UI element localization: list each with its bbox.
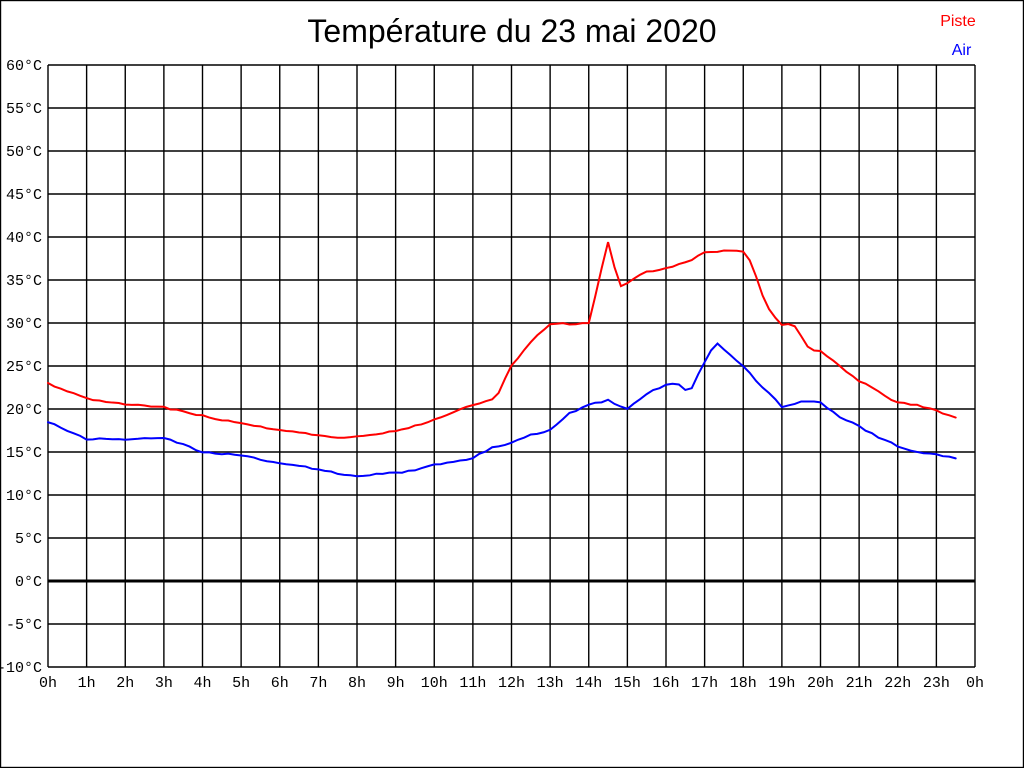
svg-text:9h: 9h [387,675,405,692]
svg-text:6h: 6h [271,675,289,692]
svg-text:40°C: 40°C [6,230,42,247]
svg-text:23h: 23h [923,675,950,692]
svg-text:0h: 0h [966,675,984,692]
svg-text:2h: 2h [116,675,134,692]
svg-text:13h: 13h [537,675,564,692]
svg-text:0°C: 0°C [15,574,42,591]
svg-text:50°C: 50°C [6,144,42,161]
svg-text:8h: 8h [348,675,366,692]
svg-text:11h: 11h [459,675,486,692]
svg-text:45°C: 45°C [6,187,42,204]
svg-text:17h: 17h [691,675,718,692]
svg-text:55°C: 55°C [6,101,42,118]
svg-text:15°C: 15°C [6,445,42,462]
svg-text:0h: 0h [39,675,57,692]
svg-text:16h: 16h [652,675,679,692]
svg-text:1h: 1h [78,675,96,692]
svg-text:3h: 3h [155,675,173,692]
svg-text:4h: 4h [193,675,211,692]
svg-text:14h: 14h [575,675,602,692]
svg-text:18h: 18h [730,675,757,692]
svg-text:10h: 10h [421,675,448,692]
svg-text:-10°C: -10°C [0,660,42,677]
svg-text:35°C: 35°C [6,273,42,290]
svg-text:20h: 20h [807,675,834,692]
svg-text:5h: 5h [232,675,250,692]
svg-text:7h: 7h [309,675,327,692]
svg-text:-5°C: -5°C [6,617,42,634]
svg-text:30°C: 30°C [6,316,42,333]
svg-text:5°C: 5°C [15,531,42,548]
svg-text:10°C: 10°C [6,488,42,505]
svg-text:20°C: 20°C [6,402,42,419]
svg-text:19h: 19h [768,675,795,692]
svg-text:60°C: 60°C [6,58,42,75]
svg-text:12h: 12h [498,675,525,692]
svg-text:15h: 15h [614,675,641,692]
svg-text:21h: 21h [846,675,873,692]
svg-text:22h: 22h [884,675,911,692]
svg-text:25°C: 25°C [6,359,42,376]
